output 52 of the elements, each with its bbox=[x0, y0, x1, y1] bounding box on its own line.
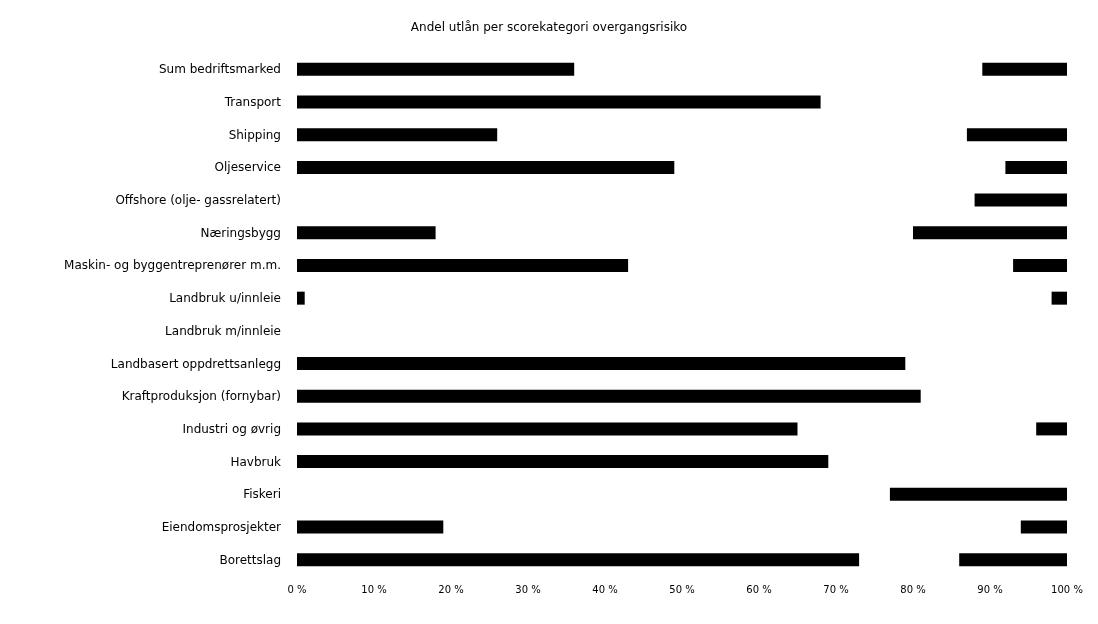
y-tick-label: Transport bbox=[223, 95, 282, 110]
y-tick-label: Shipping bbox=[228, 127, 281, 142]
y-tick-label: Havbruk bbox=[230, 454, 282, 469]
y-tick-label: Landbruk u/innleie bbox=[169, 291, 281, 306]
y-tick-label: Næringsbygg bbox=[200, 225, 281, 240]
bar bbox=[1020, 520, 1067, 534]
bar bbox=[297, 258, 629, 272]
bar bbox=[959, 553, 1067, 567]
bar bbox=[297, 128, 498, 142]
x-tick-label: 100 % bbox=[1051, 583, 1083, 595]
bar bbox=[297, 226, 436, 240]
bar bbox=[1051, 291, 1067, 305]
y-tick-label: Fiskeri bbox=[243, 487, 281, 502]
y-tick-label: Borettslag bbox=[219, 552, 281, 567]
x-tick-label: 20 % bbox=[438, 583, 464, 595]
bar bbox=[297, 291, 305, 305]
y-tick-label: Offshore (olje- gassrelatert) bbox=[115, 193, 281, 208]
bar bbox=[297, 553, 860, 567]
bar bbox=[1036, 422, 1067, 436]
bar bbox=[982, 62, 1067, 76]
x-tick-label: 90 % bbox=[977, 583, 1003, 595]
bar bbox=[297, 160, 675, 174]
bar bbox=[297, 62, 575, 76]
x-tick-label: 40 % bbox=[592, 583, 618, 595]
bar bbox=[913, 226, 1067, 240]
bar bbox=[297, 95, 821, 109]
chart-title: Andel utlån per scorekategori overgangsrisiko bbox=[410, 20, 688, 34]
bar bbox=[1013, 258, 1067, 272]
x-tick-label: 60 % bbox=[746, 583, 772, 595]
bar bbox=[966, 128, 1067, 142]
y-tick-label: Oljeservice bbox=[214, 160, 281, 175]
x-tick-label: 80 % bbox=[900, 583, 926, 595]
x-tick-label: 10 % bbox=[361, 583, 387, 595]
x-tick-label: 30 % bbox=[515, 583, 541, 595]
bar bbox=[297, 357, 906, 371]
y-tick-label: Landbasert oppdrettsanlegg bbox=[110, 356, 281, 371]
bar bbox=[889, 487, 1067, 501]
bar bbox=[1005, 160, 1067, 174]
x-tick-label: 0 % bbox=[287, 583, 307, 595]
y-tick-label: Eiendomsprosjekter bbox=[161, 519, 282, 534]
y-tick-label: Maskin- og byggentreprenører m.m. bbox=[64, 258, 281, 273]
x-tick-label: 50 % bbox=[669, 583, 695, 595]
y-tick-label: Industri og øvrig bbox=[182, 421, 281, 436]
bar bbox=[297, 422, 798, 436]
bar bbox=[974, 193, 1067, 207]
y-tick-label: Sum bedriftsmarked bbox=[158, 62, 281, 77]
y-tick-label: Landbruk m/innleie bbox=[165, 323, 281, 338]
y-tick-label: Kraftproduksjon (fornybar) bbox=[121, 389, 281, 404]
bar bbox=[297, 455, 829, 469]
bar bbox=[297, 389, 921, 403]
bar bbox=[297, 520, 444, 534]
x-tick-label: 70 % bbox=[823, 583, 849, 595]
